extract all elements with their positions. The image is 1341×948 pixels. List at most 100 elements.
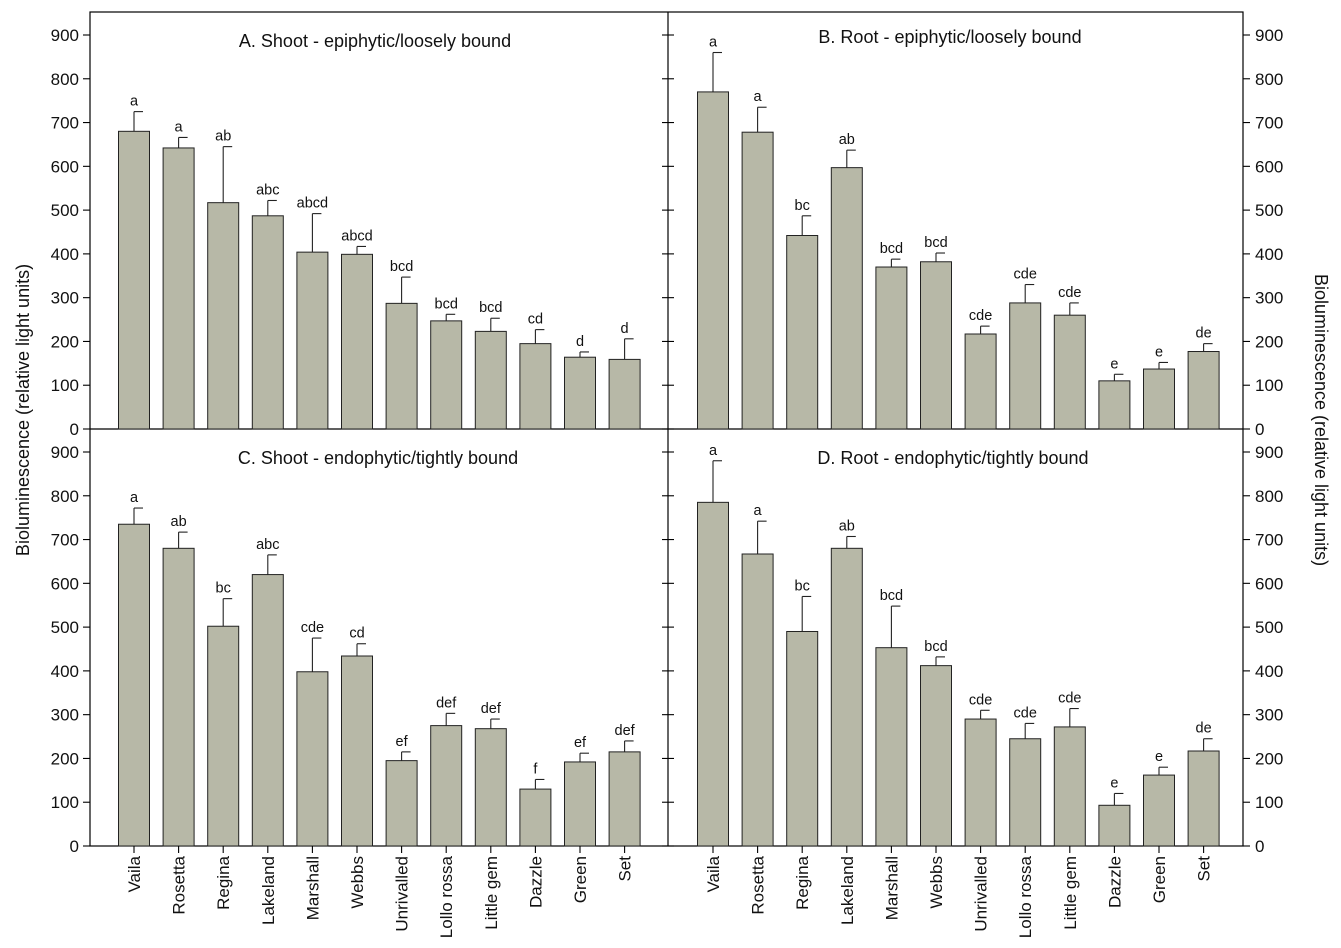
category-label: Lollo rossa xyxy=(1016,855,1035,938)
panel-title: D. Root - endophytic/tightly bound xyxy=(817,448,1088,468)
y-tick-label-left: 200 xyxy=(51,332,79,351)
significance-label: cde xyxy=(301,620,324,636)
y-tick-label-right: 100 xyxy=(1255,793,1283,812)
bar xyxy=(1053,726,1086,847)
significance-label: e xyxy=(1110,775,1118,791)
category-label: Unrivalled xyxy=(972,856,991,932)
bar xyxy=(341,253,373,430)
significance-label: f xyxy=(533,761,538,777)
category-label: Vaila xyxy=(125,855,144,892)
significance-label: de xyxy=(1196,721,1212,737)
category-label: Marshall xyxy=(303,856,322,920)
significance-label: a xyxy=(709,443,718,459)
bar xyxy=(207,625,240,847)
category-label: Lollo rossa xyxy=(437,855,456,938)
significance-label: de xyxy=(1196,326,1212,342)
y-tick-label-left: 300 xyxy=(51,289,79,308)
y-tick-label-right: 400 xyxy=(1255,245,1283,264)
y-tick-label-left: 100 xyxy=(51,376,79,395)
bar xyxy=(1098,380,1131,430)
y-tick-label-right: 0 xyxy=(1255,837,1264,856)
significance-label: bcd xyxy=(435,296,458,312)
y-tick-label-left: 500 xyxy=(51,201,79,220)
y-tick-label-left: 700 xyxy=(51,114,79,133)
bar xyxy=(741,131,774,430)
significance-label: ef xyxy=(574,735,587,751)
significance-label: cd xyxy=(349,626,364,642)
significance-label: def xyxy=(615,723,636,739)
y-tick-label-left: 600 xyxy=(51,157,79,176)
y-tick-label-left: 700 xyxy=(51,531,79,550)
category-label: Regina xyxy=(793,855,812,909)
bar xyxy=(118,523,150,847)
bar xyxy=(1143,774,1175,847)
significance-label: a xyxy=(130,94,139,110)
bar xyxy=(251,574,284,847)
significance-label: d xyxy=(621,321,629,337)
bar xyxy=(608,751,641,847)
significance-label: cde xyxy=(969,692,992,708)
significance-label: a xyxy=(130,490,139,506)
y-tick-label-left: 800 xyxy=(51,487,79,506)
y-axis-title-left: Bioluminescence (relative light units) xyxy=(13,264,33,556)
bar xyxy=(385,760,418,847)
y-tick-label-right: 100 xyxy=(1255,376,1283,395)
significance-label: cde xyxy=(969,308,992,324)
axes: 0 0 100 100 200 200 300 300 400 400 500 500 600 600 70… xyxy=(51,26,1284,856)
bar xyxy=(608,358,641,430)
y-axis-title-right: Bioluminescence (relative light units) xyxy=(1311,274,1331,566)
significance-label: a xyxy=(754,89,763,105)
bar xyxy=(786,630,819,847)
significance-label: a xyxy=(175,119,184,135)
bar xyxy=(296,671,329,847)
y-tick-label-left: 200 xyxy=(51,749,79,768)
significance-label: ab xyxy=(839,518,855,534)
category-label: Little gem xyxy=(482,856,501,930)
panel-B: B. Root - epiphytic/loosely bound a a bc ab b… xyxy=(697,27,1220,430)
category-label: Regina xyxy=(214,855,233,909)
bar xyxy=(1009,302,1042,430)
significance-label: bc xyxy=(216,581,231,597)
bar xyxy=(741,553,774,847)
y-tick-label-right: 200 xyxy=(1255,332,1283,351)
category-label: Set xyxy=(1195,856,1214,882)
category-label: Rosetta xyxy=(749,855,768,914)
panel-D: D. Root - endophytic/tightly bound a a bc ab… xyxy=(697,443,1220,847)
y-tick-label-right: 0 xyxy=(1255,420,1264,439)
significance-label: bcd xyxy=(924,639,947,655)
bar xyxy=(162,147,195,430)
y-tick-label-right: 400 xyxy=(1255,662,1283,681)
y-tick-label-left: 0 xyxy=(70,837,79,856)
bar xyxy=(519,788,552,847)
bar xyxy=(964,718,997,847)
bar xyxy=(697,91,729,430)
significance-label: bcd xyxy=(479,300,502,316)
significance-label: e xyxy=(1155,344,1163,360)
category-label: Vaila xyxy=(704,855,723,892)
bar xyxy=(564,761,596,847)
y-tick-label-right: 900 xyxy=(1255,443,1283,462)
bar xyxy=(474,728,507,847)
significance-label: bcd xyxy=(390,259,413,275)
y-tick-label-left: 0 xyxy=(70,420,79,439)
significance-label: def xyxy=(436,695,457,711)
significance-label: ab xyxy=(171,514,187,530)
y-tick-label-right: 800 xyxy=(1255,487,1283,506)
category-label: Lakeland xyxy=(838,856,857,925)
y-tick-label-right: 500 xyxy=(1255,618,1283,637)
significance-label: a xyxy=(709,35,718,51)
significance-label: abc xyxy=(256,182,279,198)
significance-label: cde xyxy=(1014,267,1037,283)
bar xyxy=(1143,368,1175,430)
y-tick-label-right: 600 xyxy=(1255,574,1283,593)
panel-A: A. Shoot - epiphytic/loosely bound a a ab ab… xyxy=(118,31,641,430)
y-tick-label-right: 700 xyxy=(1255,114,1283,133)
y-tick-label-right: 500 xyxy=(1255,201,1283,220)
bar xyxy=(875,647,908,847)
y-tick-label-left: 900 xyxy=(51,26,79,45)
category-label: Rosetta xyxy=(170,855,189,914)
category-label: Dazzle xyxy=(1105,856,1124,908)
significance-label: e xyxy=(1155,749,1163,765)
significance-label: abcd xyxy=(297,196,328,212)
y-tick-label-left: 800 xyxy=(51,70,79,89)
